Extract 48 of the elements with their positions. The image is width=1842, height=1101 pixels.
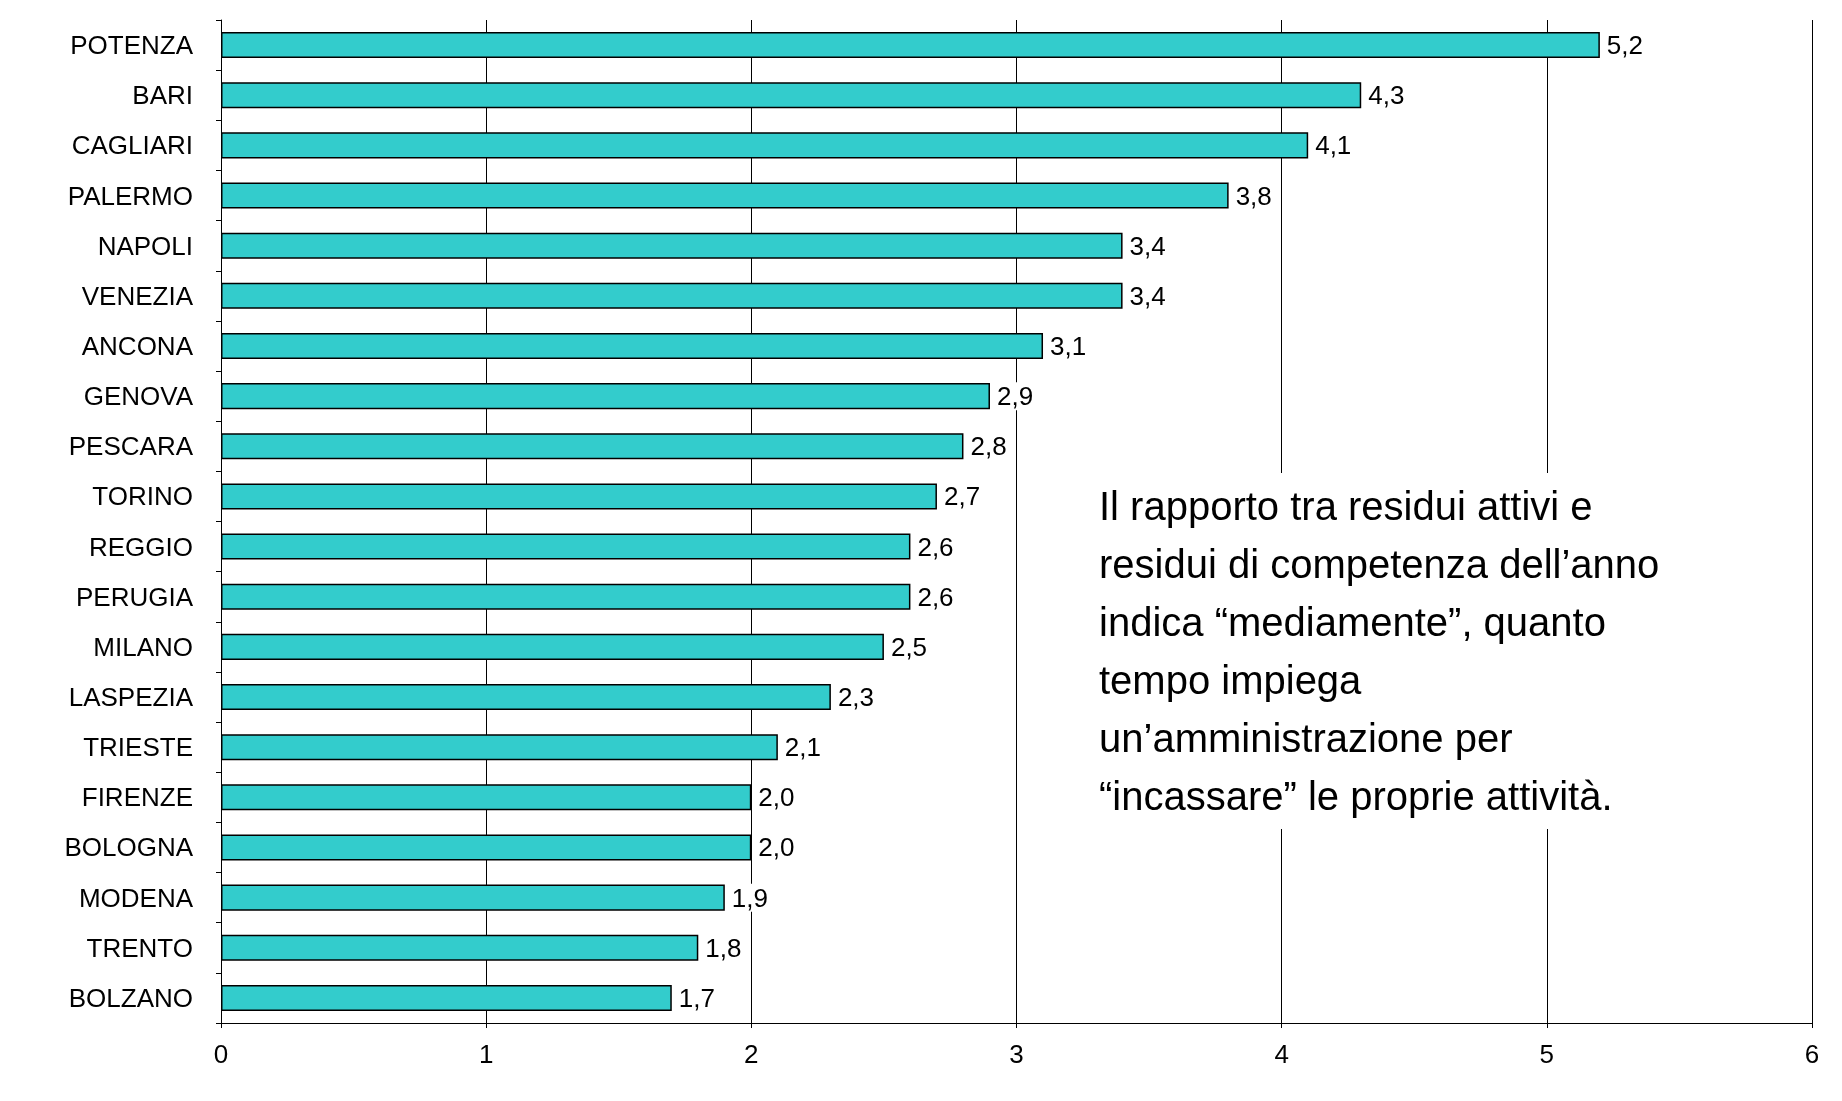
data-label: 2,9 bbox=[996, 381, 1034, 412]
data-label: 4,1 bbox=[1315, 130, 1352, 161]
annotation: Il rapporto tra residui attivi e residui di competenza dell’anno indica “mediamente”, quanto tempo impiega un’amministrazione per “incassare” le proprie attività. bbox=[1099, 484, 1671, 818]
y-tick-label: MILANO bbox=[93, 631, 193, 662]
data-label: 2,7 bbox=[943, 481, 981, 512]
data-label: 2,5 bbox=[890, 631, 928, 662]
x-tick-label: 2 bbox=[744, 1039, 759, 1069]
y-tick-label: FIRENZE bbox=[81, 782, 193, 813]
y-tick-label: ANCONA bbox=[81, 330, 194, 361]
y-tick-label: LASPEZIA bbox=[68, 682, 194, 713]
x-tick-label: 6 bbox=[1804, 1039, 1820, 1069]
data-label: 1,8 bbox=[705, 932, 742, 963]
y-tick-label: TORINO bbox=[92, 481, 193, 512]
y-tick-label: PESCARA bbox=[68, 431, 194, 462]
y-tick-label: TRENTO bbox=[86, 932, 193, 963]
data-label: 3,4 bbox=[1129, 280, 1166, 311]
x-tick-label: 4 bbox=[1274, 1039, 1289, 1069]
y-tick-label: NAPOLI bbox=[97, 230, 193, 261]
y-tick-label: CAGLIARI bbox=[71, 130, 193, 161]
y-tick-label: PERUGIA bbox=[75, 581, 194, 612]
data-label: 1,7 bbox=[678, 982, 715, 1013]
data-label: 3,1 bbox=[1050, 330, 1087, 361]
y-tick-label: POTENZA bbox=[70, 30, 194, 61]
y-tick-label: GENOVA bbox=[83, 381, 194, 412]
y-tick-label: BOLZANO bbox=[68, 982, 193, 1013]
data-label: 1,9 bbox=[731, 882, 768, 913]
x-tick-label: 0 bbox=[213, 1039, 229, 1069]
x-tick-label: 5 bbox=[1539, 1039, 1555, 1069]
y-tick-label: REGGIO bbox=[88, 531, 193, 562]
y-tick-label: MODENA bbox=[78, 882, 194, 913]
data-label: 2,6 bbox=[917, 581, 954, 612]
y-tick-label: BOLOGNA bbox=[64, 832, 194, 863]
data-label: 2,0 bbox=[758, 782, 795, 813]
data-label: 2,6 bbox=[917, 531, 954, 562]
data-label: 4,3 bbox=[1368, 80, 1405, 111]
y-tick-label: PALERMO bbox=[67, 180, 193, 211]
data-label: 2,8 bbox=[970, 431, 1007, 462]
data-label: 3,8 bbox=[1235, 180, 1272, 211]
data-label: 3,4 bbox=[1129, 230, 1166, 261]
x-tick-label: 3 bbox=[1009, 1039, 1024, 1069]
data-label: 2,1 bbox=[784, 732, 822, 763]
data-label: 2,3 bbox=[837, 682, 875, 713]
data-label: 5,2 bbox=[1606, 30, 1644, 61]
y-tick-label: BARI bbox=[132, 80, 193, 111]
x-tick-label: 1 bbox=[478, 1039, 494, 1069]
data-label: 2,0 bbox=[758, 832, 795, 863]
y-tick-label: VENEZIA bbox=[81, 280, 194, 311]
y-tick-label: TRIESTE bbox=[83, 732, 193, 763]
